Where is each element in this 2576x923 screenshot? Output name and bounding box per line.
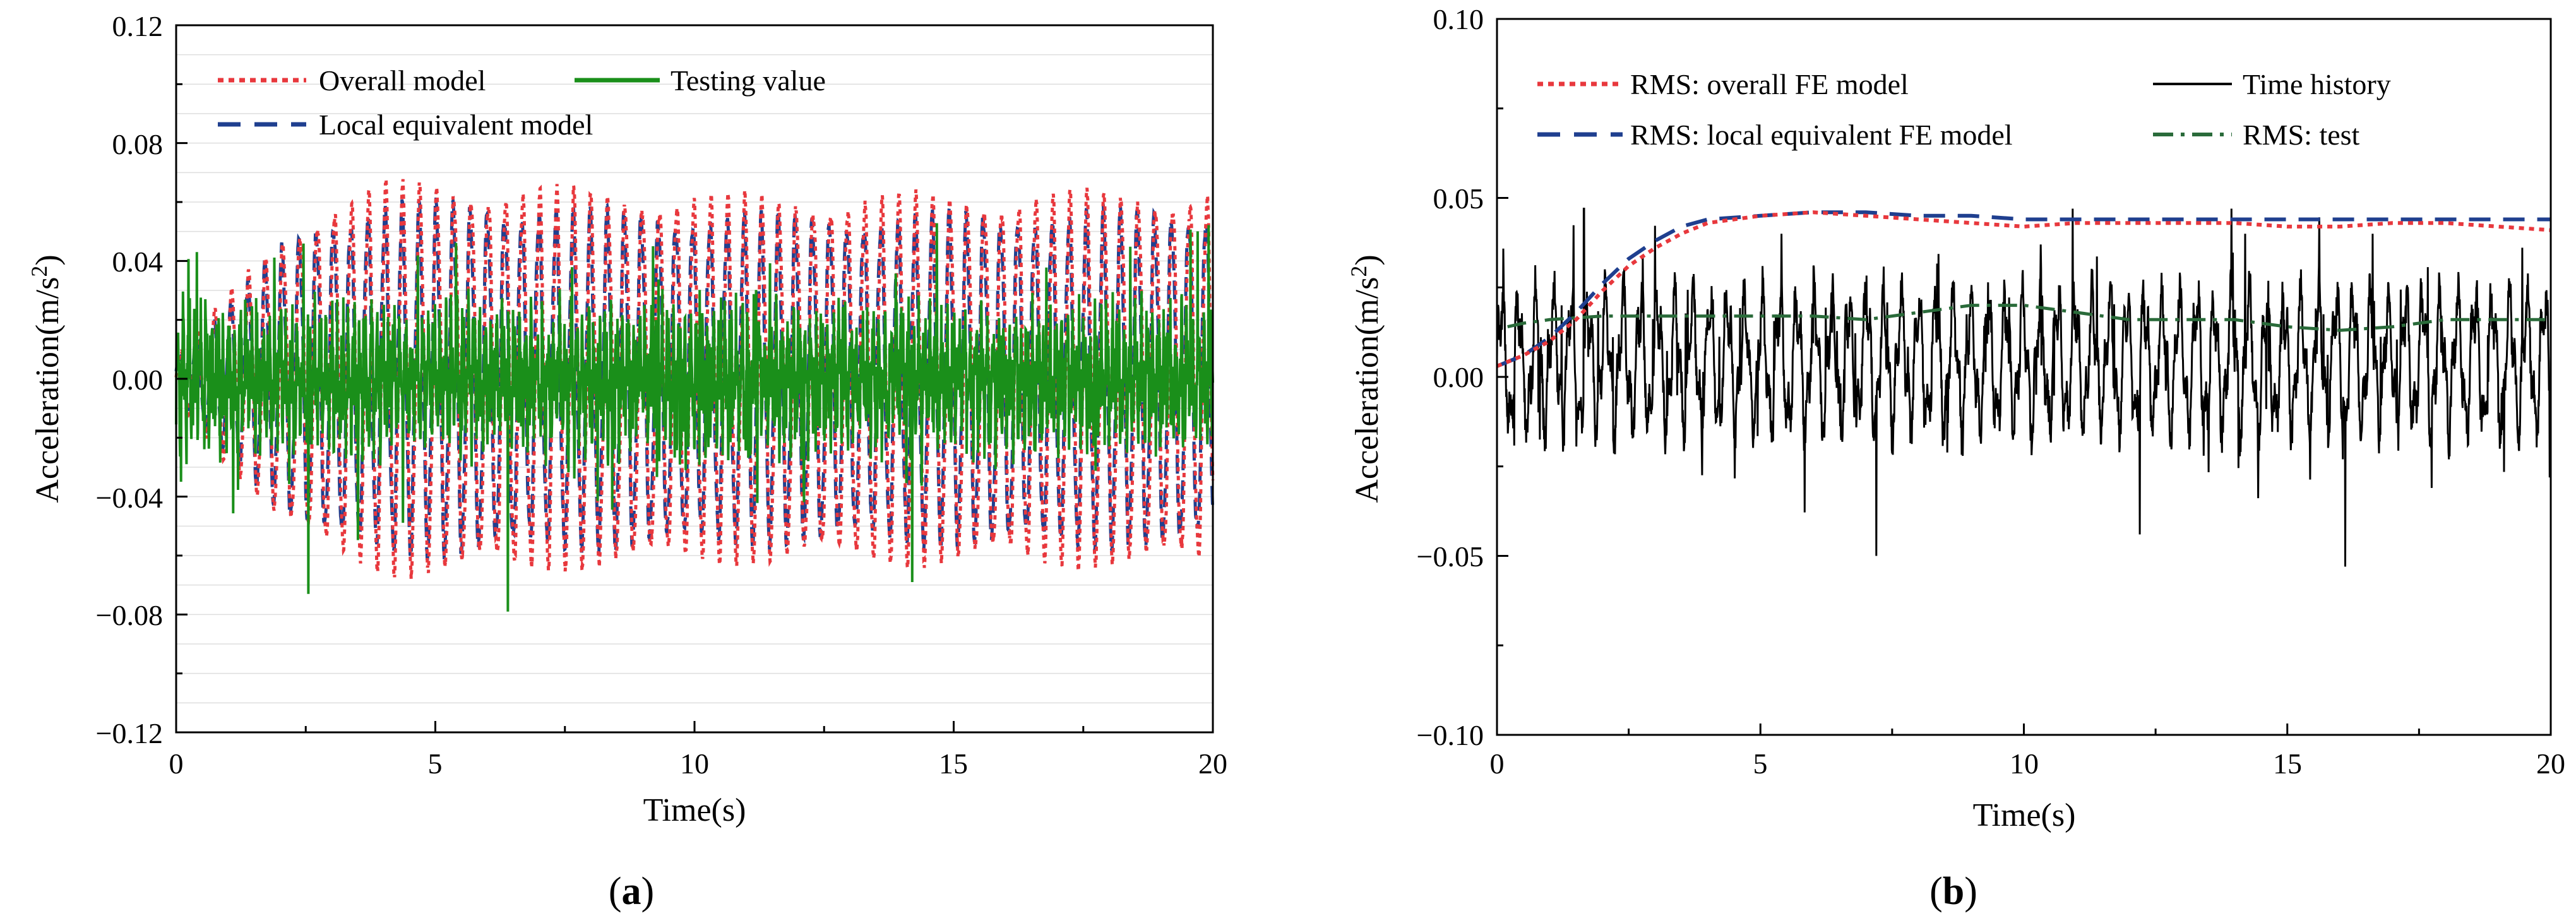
chart-b-legend-overall-label: RMS: overall FE model (1630, 68, 1909, 100)
chart-b-xtick-1: 5 (1753, 747, 1768, 780)
chart-a-ylabel-main: Acceleration(m/s (30, 277, 66, 503)
chart-a-xtick-0: 0 (169, 747, 184, 780)
chart-b-legend: RMS: overall FE model Time history RMS: … (1537, 68, 2391, 151)
chart-b-ytick-1: 0.05 (1433, 182, 1484, 215)
chart-b-ytick-4: −0.10 (1417, 719, 1484, 751)
chart-a-ylabel: Acceleration(m/s2) (27, 254, 66, 503)
chart-b-series-rms-test (1507, 304, 2551, 332)
chart-b-ticks (1496, 18, 2552, 736)
chart-b-ytick-0: 0.10 (1433, 3, 1484, 35)
chart-a-ytick-3: 0.00 (112, 364, 164, 396)
chart-b-ylabel-end: ) (1349, 254, 1385, 265)
chart-a-ytick-5: −0.08 (96, 599, 163, 631)
chart-b-ytick-3: −0.05 (1417, 540, 1484, 573)
chart-a-legend-testing-label: Testing value (671, 64, 826, 97)
chart-a-legend: Overall model Testing value Local equiva… (218, 64, 826, 141)
chart-a-xtick-2: 10 (680, 747, 709, 780)
chart-a-legend-overall-label: Overall model (319, 64, 486, 97)
chart-b-plot-area (1496, 208, 2552, 567)
chart-b-xlabel: Time(s) (1973, 797, 2076, 833)
chart-b-legend-history-label: Time history (2243, 68, 2391, 100)
chart-a-xtick-1: 5 (428, 747, 443, 780)
chart-a: 0.12 0.08 0.04 0.00 −0.04 −0.08 −0.12 0 … (27, 10, 1227, 913)
chart-b-series-rms-local-equivalent (1496, 210, 2551, 368)
chart-a-ylabel-end: ) (30, 254, 66, 265)
chart-b-ylabel: Acceleration(m/s2) (1346, 254, 1385, 503)
chart-b-ylabel-main: Acceleration(m/s (1349, 277, 1385, 503)
chart-a-ticks (175, 24, 1214, 734)
chart-b-caption-open: ( (1929, 870, 1943, 913)
chart-a-ytick-4: −0.04 (96, 482, 163, 514)
chart-a-ytick-6: −0.12 (96, 717, 163, 749)
chart-b-legend-local-label: RMS: local equivalent FE model (1630, 119, 2013, 151)
chart-a-ytick-2: 0.04 (112, 246, 164, 278)
chart-b-xtick-2: 10 (2010, 747, 2039, 780)
chart-b: 0.10 0.05 0.00 −0.05 −0.10 0 5 10 15 20 … (1346, 3, 2565, 913)
chart-b-ylabel-sup: 2 (1346, 266, 1371, 277)
chart-a-xlabel: Time(s) (643, 792, 746, 828)
chart-a-ytick-1: 0.08 (112, 128, 164, 160)
chart-a-xtick-3: 15 (939, 747, 968, 780)
chart-a-ytick-0: 0.12 (112, 10, 164, 42)
chart-b-xtick-0: 0 (1490, 747, 1505, 780)
chart-b-series-rms-overall (1496, 210, 2551, 368)
chart-a-caption-open: ( (609, 870, 622, 913)
chart-b-caption-close: ) (1964, 870, 1977, 913)
chart-b-legend-rms-test-label: RMS: test (2243, 119, 2360, 151)
chart-b-xtick-4: 20 (2536, 747, 2565, 780)
chart-a-xtick-4: 20 (1198, 747, 1227, 780)
chart-b-caption-letter: b (1943, 870, 1964, 913)
chart-b-ytick-2: 0.00 (1433, 361, 1484, 393)
chart-a-plot-area (174, 179, 1215, 612)
chart-b-xtick-3: 15 (2273, 747, 2302, 780)
chart-a-legend-local-label: Local equivalent model (319, 109, 593, 141)
chart-b-series-time-history (1496, 208, 2552, 567)
chart-a-series-testing-value (175, 223, 1214, 612)
chart-a-caption-close: ) (641, 870, 655, 913)
chart-a-ylabel-sup: 2 (27, 266, 52, 277)
chart-a-caption: (a) (609, 870, 654, 913)
chart-b-caption: (b) (1929, 870, 1977, 913)
chart-a-caption-letter: a (622, 870, 641, 913)
